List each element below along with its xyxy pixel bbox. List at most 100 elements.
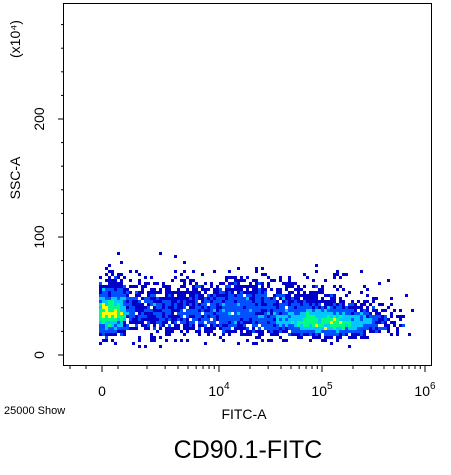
density-cell bbox=[294, 288, 297, 291]
density-cell bbox=[99, 327, 102, 330]
density-cell bbox=[219, 312, 222, 315]
density-cell bbox=[297, 333, 300, 336]
density-cell bbox=[291, 309, 294, 312]
density-cell bbox=[102, 312, 105, 315]
density-cell bbox=[237, 321, 240, 324]
density-cell bbox=[177, 312, 180, 315]
density-cell bbox=[231, 306, 234, 309]
density-cell bbox=[210, 321, 213, 324]
density-cell bbox=[225, 315, 228, 318]
density-cell bbox=[348, 291, 351, 294]
density-cell bbox=[312, 279, 315, 282]
density-cell bbox=[99, 321, 102, 324]
density-cell bbox=[102, 297, 105, 300]
density-cell bbox=[234, 300, 237, 303]
density-cell bbox=[99, 324, 102, 327]
density-cell bbox=[303, 285, 306, 288]
density-cell bbox=[99, 303, 102, 306]
density-cell bbox=[285, 303, 288, 306]
density-cell bbox=[183, 303, 186, 306]
density-cell bbox=[288, 303, 291, 306]
density-cell bbox=[348, 315, 351, 318]
density-cell bbox=[180, 306, 183, 309]
density-cell bbox=[249, 318, 252, 321]
density-cell bbox=[234, 294, 237, 297]
density-cell bbox=[168, 306, 171, 309]
density-cell bbox=[237, 282, 240, 285]
density-cell bbox=[348, 324, 351, 327]
density-cell bbox=[123, 291, 126, 294]
density-cell bbox=[336, 309, 339, 312]
density-cell bbox=[285, 294, 288, 297]
density-cell bbox=[372, 330, 375, 333]
density-cell bbox=[105, 294, 108, 297]
density-cell bbox=[159, 336, 162, 339]
density-cell bbox=[123, 330, 126, 333]
y-tick-label: 0 bbox=[31, 351, 47, 359]
density-cell bbox=[342, 327, 345, 330]
density-cell bbox=[204, 297, 207, 300]
density-cell bbox=[288, 315, 291, 318]
density-cell bbox=[360, 312, 363, 315]
density-cell bbox=[216, 291, 219, 294]
density-cell bbox=[363, 333, 366, 336]
density-cell bbox=[330, 303, 333, 306]
density-cell bbox=[318, 291, 321, 294]
density-cell bbox=[147, 327, 150, 330]
density-cell bbox=[120, 291, 123, 294]
density-cell bbox=[312, 336, 315, 339]
density-cell bbox=[372, 309, 375, 312]
density-cell bbox=[234, 279, 237, 282]
density-cell bbox=[120, 321, 123, 324]
density-cell bbox=[216, 324, 219, 327]
density-cell bbox=[183, 306, 186, 309]
density-cell bbox=[105, 309, 108, 312]
density-cell bbox=[168, 291, 171, 294]
density-cell bbox=[252, 330, 255, 333]
density-cell bbox=[156, 315, 159, 318]
density-cell bbox=[183, 261, 186, 264]
density-cell bbox=[387, 318, 390, 321]
density-cell bbox=[255, 267, 258, 270]
density-cell bbox=[225, 324, 228, 327]
density-cell bbox=[399, 315, 402, 318]
density-cell bbox=[186, 330, 189, 333]
density-cell bbox=[297, 324, 300, 327]
density-cell bbox=[381, 303, 384, 306]
density-cell bbox=[138, 315, 141, 318]
density-cell bbox=[348, 303, 351, 306]
density-cell bbox=[177, 288, 180, 291]
density-cell bbox=[183, 270, 186, 273]
density-cell bbox=[372, 324, 375, 327]
density-cell bbox=[105, 285, 108, 288]
density-cell bbox=[168, 294, 171, 297]
density-cell bbox=[138, 294, 141, 297]
density-cell bbox=[273, 300, 276, 303]
density-cell bbox=[189, 324, 192, 327]
density-cell bbox=[141, 324, 144, 327]
density-cell bbox=[306, 300, 309, 303]
density-cell bbox=[264, 312, 267, 315]
density-cell bbox=[267, 276, 270, 279]
density-cell bbox=[180, 303, 183, 306]
density-cell bbox=[207, 333, 210, 336]
density-cell bbox=[324, 318, 327, 321]
density-cell bbox=[261, 285, 264, 288]
density-cell bbox=[201, 321, 204, 324]
density-cell bbox=[132, 321, 135, 324]
density-cell bbox=[324, 279, 327, 282]
density-cell bbox=[246, 312, 249, 315]
density-cell bbox=[345, 312, 348, 315]
density-cell bbox=[309, 291, 312, 294]
density-cell bbox=[321, 312, 324, 315]
density-cell bbox=[387, 306, 390, 309]
density-cell bbox=[186, 312, 189, 315]
density-cell bbox=[333, 276, 336, 279]
density-cell bbox=[378, 282, 381, 285]
density-cell bbox=[351, 330, 354, 333]
density-cell bbox=[174, 270, 177, 273]
density-cell bbox=[312, 309, 315, 312]
density-cell bbox=[141, 285, 144, 288]
density-cell bbox=[165, 309, 168, 312]
density-cell bbox=[306, 318, 309, 321]
